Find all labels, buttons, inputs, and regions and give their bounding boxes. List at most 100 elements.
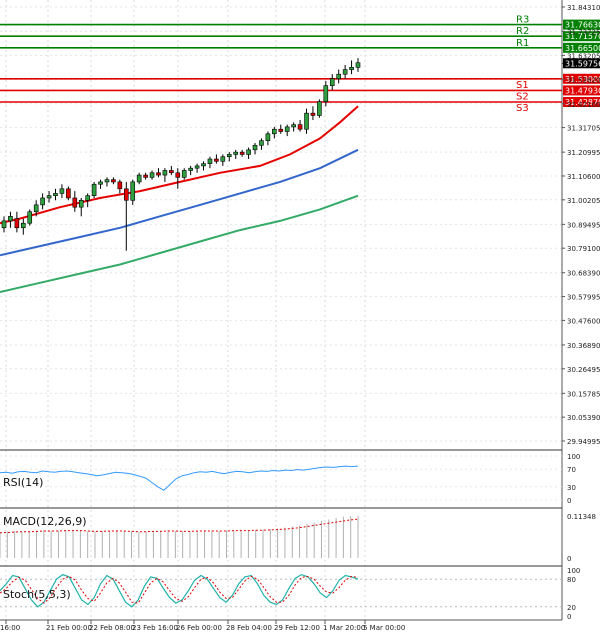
candle-bull [220, 156, 226, 162]
candle-bear [278, 128, 284, 132]
x-tick-label: 23 Feb 16:00 [132, 624, 178, 632]
price-tick-label: 31.31705 [567, 125, 600, 133]
price-tick-label: 31.73725 [567, 28, 600, 36]
grid [0, 0, 562, 620]
candle-bull [272, 128, 277, 135]
candle-bear [310, 112, 316, 116]
level-value-s3: 31.42870 [565, 98, 600, 107]
candle-bull [27, 211, 33, 224]
candle-bear [143, 174, 148, 178]
current-price-label: 31.59756 [565, 59, 600, 68]
candle-bull [104, 179, 110, 183]
stoch-tick-label: 0 [567, 613, 571, 621]
x-tick-label: 21 Feb 00:00 [46, 624, 92, 632]
candle-bull [8, 216, 13, 222]
candle-bull [226, 154, 232, 158]
rsi-panel: 100 70 30 0 RSI(14) [0, 449, 580, 505]
candle-bear [66, 188, 71, 199]
candle-bull [98, 181, 103, 185]
candle-bull [21, 222, 26, 229]
candle-bull [284, 126, 290, 132]
level-value-box [563, 73, 600, 84]
candle-bull [91, 183, 97, 196]
candle-bull [246, 149, 251, 155]
stoch-tick-label: 80 [567, 576, 576, 584]
price-tick-label: 31.10600 [567, 173, 600, 181]
price-tick-label: 31.63205 [567, 52, 600, 60]
level-value-s2: 31.47930 [565, 86, 600, 95]
candle-bull [78, 199, 84, 208]
rsi-title: RSI(14) [3, 476, 43, 489]
candle-bear [72, 197, 78, 208]
candle-bear [156, 172, 161, 176]
level-value-s1: 31.53000 [565, 75, 600, 84]
candle-bear [14, 218, 20, 229]
price-tick-label: 30.57995 [567, 294, 600, 302]
price-tick-label: 30.79100 [567, 245, 600, 253]
candle-bear [117, 181, 123, 190]
rsi-tick-label: 0 [567, 497, 571, 505]
stoch-main-line [0, 573, 359, 608]
price-tick-label: 30.36890 [567, 342, 600, 350]
candle-bull [233, 151, 239, 155]
candle-bull [162, 170, 168, 176]
price-tick-label: 30.68390 [567, 270, 600, 278]
candle-bull [329, 78, 335, 86]
candle-bull [342, 69, 348, 75]
level-value-r3: 31.76630 [565, 21, 600, 30]
candle-bull [207, 158, 213, 164]
x-tick-label: 1 Mar 20:00 [323, 624, 365, 632]
rsi-tick-label: 30 [567, 484, 576, 492]
current-price-box [563, 58, 600, 69]
stoch-signal-line [0, 575, 359, 604]
candle-bull [323, 85, 329, 103]
rsi-line [0, 465, 359, 491]
level-value-r2: 31.71570 [565, 32, 600, 41]
candle-bear [111, 179, 116, 183]
candle-bull [317, 101, 322, 116]
macd-title: MACD(12,26,9) [3, 515, 87, 528]
x-tick-label: 28 Feb 04:00 [226, 624, 272, 632]
x-tick-label: 26 Feb 00:00 [176, 624, 222, 632]
support-resistance-levels: R3 31.76630 R2 31.71570 R1 31.66500 S1 31.53000… [0, 15, 600, 114]
price-tick-label: 31.20995 [567, 149, 600, 157]
candle-bull [33, 204, 39, 213]
candles [1, 58, 361, 251]
moving-average-line-1 [0, 105, 359, 225]
candle-bull [130, 181, 136, 201]
stoch-title: Stoch(5,5,3) [3, 588, 71, 601]
price-tick-label: 30.47600 [567, 317, 600, 325]
level-value-r1: 31.66500 [565, 44, 600, 53]
candle-bear [169, 170, 174, 174]
candle-bull [181, 170, 187, 178]
x-tick-label: 22 Feb 08:00 [89, 624, 135, 632]
moving-average-line-2 [0, 148, 359, 257]
candle-bull [1, 220, 7, 229]
macd-tick-label: 0 [567, 555, 571, 563]
moving-averages [0, 105, 359, 293]
price-tick-label: 31.52620 [567, 77, 600, 85]
price-tick-label: 30.15785 [567, 390, 600, 398]
price-tick-label: 30.89495 [567, 221, 600, 229]
price-tick-label: 31.42100 [567, 101, 600, 109]
level-name-r1: R1 [516, 38, 529, 49]
candle-bear [297, 124, 303, 130]
level-name-r2: R2 [516, 26, 529, 37]
level-value-box [563, 42, 600, 53]
candle-bull [188, 167, 193, 171]
candle-bull [336, 73, 341, 80]
candle-bull [259, 140, 264, 146]
price-tick-label: 31.84310 [567, 4, 600, 12]
x-tick-label: 5 Mar 00:00 [363, 624, 405, 632]
candle-bull [136, 174, 142, 183]
price-tick-label: 29.94995 [567, 438, 600, 446]
level-name-s3: S3 [516, 103, 529, 114]
candle-bear [123, 188, 129, 201]
level-name-s2: S2 [516, 91, 529, 102]
candle-bull [149, 172, 155, 178]
macd-panel: 0.11348 0 MACD(12,26,9) [0, 507, 596, 563]
price-tick-label: 30.26495 [567, 366, 600, 374]
